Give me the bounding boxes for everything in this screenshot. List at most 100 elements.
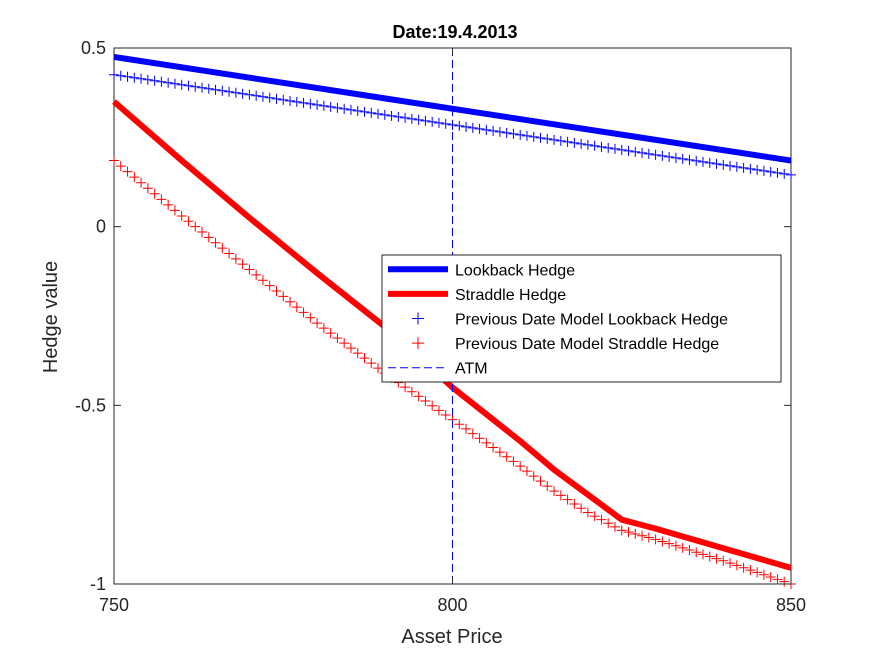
y-axis-label: Hedge value: [40, 261, 62, 373]
series-marker: [413, 114, 424, 125]
legend-item: Straddle Hedge: [388, 287, 566, 304]
series-marker: [461, 121, 472, 132]
series-marker: [352, 348, 363, 359]
series-marker: [691, 155, 702, 166]
series-marker: [603, 518, 614, 529]
series-marker: [562, 136, 573, 147]
x-axis-label: Asset Price: [401, 626, 502, 648]
series-marker: [521, 466, 532, 477]
series-marker: [129, 172, 140, 183]
series-marker: [752, 164, 763, 175]
series-marker: [731, 161, 742, 172]
series-marker: [461, 423, 472, 434]
series-marker: [481, 124, 492, 135]
series-marker: [400, 112, 411, 123]
series-marker: [406, 386, 417, 397]
series-marker: [291, 302, 302, 313]
series-marker: [467, 122, 478, 133]
series-marker: [718, 555, 729, 566]
series-marker: [210, 237, 221, 248]
y-tick-label: 0: [96, 217, 106, 237]
series-marker: [115, 70, 126, 81]
series-marker: [109, 69, 119, 80]
series-marker: [373, 108, 384, 119]
series-marker: [433, 405, 444, 416]
series-marker: [650, 534, 661, 545]
series-marker: [197, 227, 208, 238]
series-marker: [298, 307, 309, 318]
series-marker: [664, 538, 675, 549]
series-marker: [433, 117, 444, 128]
series-marker: [670, 152, 681, 163]
series-marker: [657, 150, 668, 161]
series-marker: [670, 540, 681, 551]
series-marker: [149, 188, 160, 199]
series-marker: [230, 87, 241, 98]
series-marker: [786, 169, 796, 180]
series-marker: [440, 409, 451, 420]
legend-item: ATM: [388, 361, 488, 378]
series-marker: [278, 291, 289, 302]
series-marker: [136, 177, 147, 188]
series-marker: [109, 155, 119, 166]
series-marker: [285, 296, 296, 307]
series-marker: [257, 91, 268, 102]
series-marker: [643, 532, 654, 543]
series-marker: [190, 81, 201, 92]
series-marker: [589, 140, 600, 151]
series-marker: [237, 259, 248, 270]
y-tick-label: -0.5: [75, 395, 106, 415]
series-marker: [197, 82, 208, 93]
series-marker: [122, 71, 133, 82]
legend-label: Previous Date Model Lookback Hedge: [455, 312, 728, 329]
series-marker: [731, 560, 742, 571]
series-marker: [738, 562, 749, 573]
series-marker: [508, 456, 519, 467]
series-marker: [765, 166, 776, 177]
series-marker: [501, 451, 512, 462]
series-marker: [725, 160, 736, 171]
series-marker: [264, 92, 275, 103]
series-marker: [508, 128, 519, 139]
series-marker: [142, 74, 153, 85]
series-marker: [664, 151, 675, 162]
series-marker: [569, 137, 580, 148]
series-marker: [271, 285, 282, 296]
series-marker: [535, 476, 546, 487]
series-marker: [210, 84, 221, 95]
series-marker: [163, 199, 174, 210]
series-marker: [420, 115, 431, 126]
series-marker: [704, 157, 715, 168]
series-marker: [772, 167, 783, 178]
series-marker: [576, 503, 587, 514]
series-marker: [440, 118, 451, 129]
series-marker: [156, 76, 167, 87]
series-marker: [244, 264, 255, 275]
series-straddle-hedge: [112, 99, 792, 571]
series-marker: [542, 481, 553, 492]
series-marker: [420, 396, 431, 407]
series-marker: [535, 132, 546, 143]
series-marker: [501, 127, 512, 138]
series-marker: [454, 419, 465, 430]
series-marker: [745, 163, 756, 174]
series-marker: [562, 494, 573, 505]
series-previous-date-model-lookback-hedge: [109, 69, 796, 180]
series-marker: [305, 312, 316, 323]
series-marker: [413, 391, 424, 402]
series-marker: [684, 154, 695, 165]
series-marker: [549, 134, 560, 145]
series-marker: [366, 358, 377, 369]
legend-label: ATM: [455, 361, 488, 378]
series-marker: [569, 498, 580, 509]
series-marker: [691, 547, 702, 558]
series-marker: [758, 165, 769, 176]
series-marker: [230, 253, 241, 264]
series-marker: [203, 83, 214, 94]
series-marker: [704, 551, 715, 562]
series-marker: [264, 280, 275, 291]
series-marker: [779, 168, 790, 179]
series-marker: [697, 156, 708, 167]
series-marker: [359, 353, 370, 364]
